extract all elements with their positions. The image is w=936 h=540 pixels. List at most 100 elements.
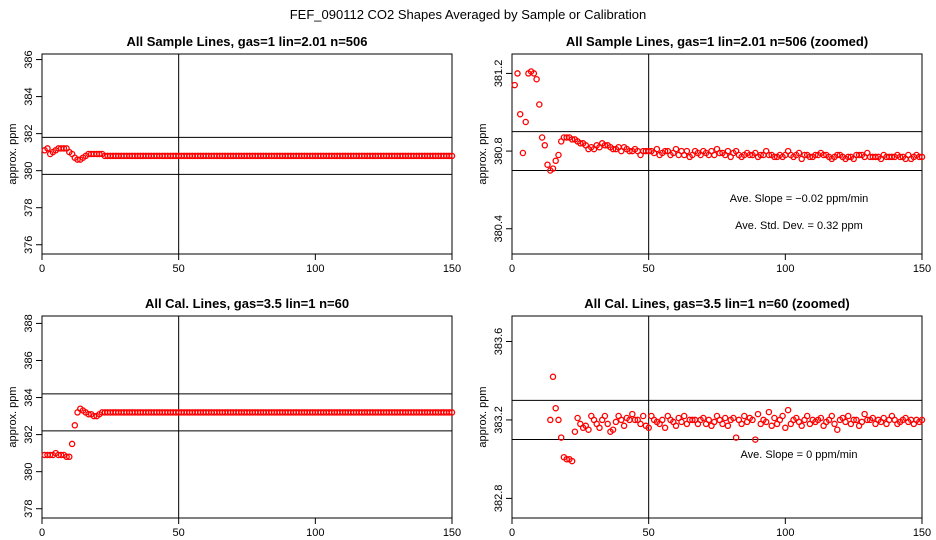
data-point: [834, 426, 841, 433]
data-point: [765, 151, 773, 159]
data-point: [765, 408, 773, 416]
data-point: [784, 406, 792, 414]
data-point: [574, 414, 581, 422]
data-point: [771, 153, 778, 161]
y-axis-label: approx. ppm: [477, 123, 489, 184]
chart-title: All Cal. Lines, gas=3.5 lin=1 n=60 (zoom…: [584, 296, 850, 311]
chart-title: All Sample Lines, gas=1 lin=2.01 n=506: [127, 34, 368, 49]
data-point: [645, 424, 652, 432]
data-point: [844, 153, 852, 161]
x-tick-label: 50: [173, 527, 185, 539]
y-tick-label: 382.8: [493, 485, 505, 513]
x-tick-label: 100: [306, 263, 324, 275]
data-point: [530, 70, 538, 77]
data-point: [57, 451, 65, 459]
data-point: [46, 451, 54, 459]
x-tick-label: 50: [173, 263, 185, 275]
chart-panel-cal-full: All Cal. Lines, gas=3.5 lin=1 n=60 0 50 100…: [7, 296, 461, 539]
data-points: [41, 405, 456, 461]
x-tick-label: 100: [776, 263, 794, 275]
y-tick-label: 380.8: [493, 137, 505, 165]
y-tick-label: 376: [23, 236, 35, 254]
y-tick-label: 388: [23, 314, 35, 332]
y-axis-label: approx. ppm: [477, 386, 489, 447]
data-point: [806, 153, 814, 161]
data-point: [448, 409, 456, 416]
data-point: [601, 142, 609, 149]
data-point: [820, 151, 827, 159]
data-point: [798, 422, 805, 430]
data-point: [549, 165, 557, 172]
data-point: [631, 416, 639, 424]
data-point: [782, 424, 789, 432]
plot-frame: [41, 53, 453, 255]
data-point: [812, 151, 819, 159]
data-point: [683, 147, 691, 155]
data-point: [519, 149, 527, 157]
x-tick-label: 50: [643, 527, 655, 539]
y-tick-label: 384: [23, 87, 35, 105]
data-point: [918, 153, 926, 161]
data-point: [66, 453, 73, 461]
data-point: [672, 422, 680, 430]
data-point: [880, 414, 887, 422]
data-points: [547, 373, 926, 465]
y-tick-label: 384: [23, 388, 35, 406]
data-point: [730, 414, 737, 422]
data-point: [538, 134, 546, 141]
y-tick-label: 381.2: [493, 60, 505, 88]
x-tick-label: 100: [776, 527, 794, 539]
data-point: [659, 416, 666, 424]
data-point: [555, 151, 562, 159]
data-point: [446, 409, 453, 416]
data-point: [446, 152, 453, 160]
y-tick-label: 383.6: [493, 328, 505, 356]
data-point: [612, 418, 620, 426]
data-point: [817, 414, 825, 422]
data-point: [716, 149, 723, 157]
data-point: [916, 153, 923, 161]
data-point: [672, 145, 680, 153]
data-point: [511, 81, 518, 89]
data-point: [700, 414, 707, 422]
data-point: [801, 151, 808, 159]
data-point: [803, 412, 811, 420]
data-point: [768, 422, 775, 430]
data-point: [577, 140, 584, 147]
data-point: [850, 416, 857, 424]
data-point: [705, 416, 713, 424]
data-point: [609, 145, 617, 153]
data-point: [711, 151, 718, 159]
data-point: [609, 426, 617, 433]
y-tick-label: 383.2: [493, 406, 505, 434]
y-tick-label: 380.4: [493, 215, 505, 243]
data-point: [888, 153, 896, 161]
x-tick-label: 50: [643, 263, 655, 275]
data-point: [661, 147, 669, 155]
data-point: [637, 420, 644, 428]
data-point: [85, 410, 92, 418]
chart-title: All Cal. Lines, gas=3.5 lin=1 n=60: [145, 296, 349, 311]
data-point: [96, 150, 103, 158]
y-tick-label: 380: [23, 462, 35, 480]
data-point: [604, 420, 611, 428]
data-point: [516, 110, 524, 118]
y-tick-label: 378: [23, 500, 35, 518]
data-point: [71, 422, 79, 429]
x-tick-label: 0: [509, 263, 515, 275]
y-tick-label: 382: [23, 425, 35, 443]
chart-panel-sample-full: All Sample Lines, gas=1 lin=2.01 n=506 0 5…: [7, 34, 461, 275]
data-point: [771, 414, 778, 422]
data-point: [645, 147, 652, 155]
data-point: [653, 145, 661, 153]
data-point: [738, 420, 745, 428]
data-point: [549, 373, 557, 381]
data-point: [541, 142, 549, 149]
data-point: [732, 434, 740, 441]
data-point: [842, 418, 849, 426]
annotation-text: Ave. Slope = −0.02 ppm/min: [730, 193, 869, 205]
x-tick-label: 150: [443, 527, 461, 539]
data-point: [795, 149, 803, 157]
data-point: [618, 416, 625, 424]
